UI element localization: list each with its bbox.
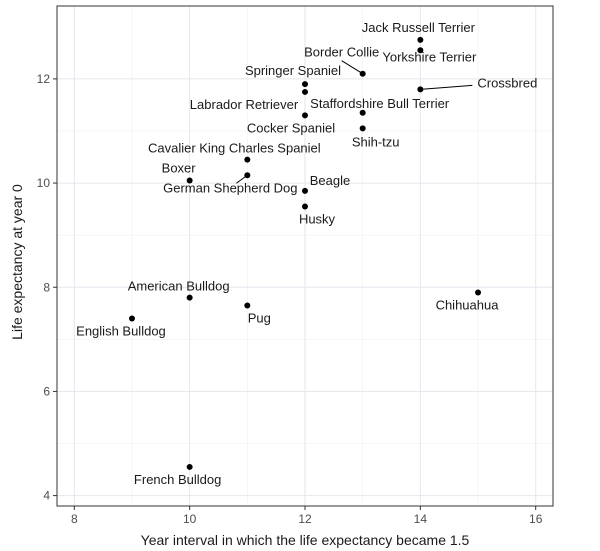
data-point bbox=[417, 47, 424, 54]
data-point bbox=[244, 156, 251, 163]
x-axis-title: Year interval in which the life expectan… bbox=[141, 532, 470, 548]
axis-ticks: 8 10 12 14 16 4 6 8 10 12 bbox=[37, 72, 543, 526]
x-tick-label: 8 bbox=[71, 512, 78, 526]
point-label: Chihuahua bbox=[436, 297, 500, 312]
data-point bbox=[475, 289, 482, 296]
data-point bbox=[417, 36, 424, 43]
data-point bbox=[302, 187, 308, 194]
x-tick-label: 10 bbox=[183, 512, 197, 526]
point-label: Labrador Retriever bbox=[190, 97, 299, 112]
data-point bbox=[186, 294, 193, 301]
point-label: English Bulldog bbox=[76, 324, 166, 339]
data-point bbox=[359, 125, 366, 132]
point-label: Crossbred bbox=[477, 75, 537, 90]
data-point bbox=[128, 315, 135, 322]
data-point bbox=[302, 81, 308, 88]
y-tick-label: 4 bbox=[43, 489, 50, 503]
point-label: Border Collie bbox=[304, 45, 379, 60]
point-label: German Shepherd Dog bbox=[163, 180, 297, 195]
point-label: Yorkshire Terrier bbox=[382, 49, 477, 64]
point-label: American Bulldog bbox=[128, 279, 230, 294]
label-leader-line bbox=[420, 84, 473, 90]
grid bbox=[57, 6, 553, 506]
point-label: Cocker Spaniel bbox=[247, 120, 335, 135]
data-point bbox=[359, 70, 366, 77]
point-labels: Jack Russell Terrier Yorkshire TerrierBor… bbox=[76, 20, 537, 487]
point-label: Springer Spaniel bbox=[245, 63, 341, 78]
y-tick-label: 6 bbox=[43, 384, 50, 398]
data-points bbox=[128, 36, 482, 470]
point-label: Shih-tzu bbox=[352, 134, 400, 149]
data-point bbox=[302, 112, 308, 119]
point-label: Boxer bbox=[162, 160, 197, 175]
point-label: Pug bbox=[248, 310, 271, 325]
y-axis-title: Life expectancy at year 0 bbox=[9, 184, 25, 340]
data-point bbox=[186, 463, 193, 470]
data-point bbox=[302, 203, 308, 210]
data-point bbox=[302, 88, 308, 95]
point-label: Staffordshire Bull Terrier bbox=[310, 96, 450, 111]
x-tick-label: 14 bbox=[414, 512, 428, 526]
point-label: Beagle bbox=[310, 173, 350, 188]
data-point bbox=[244, 172, 251, 179]
point-label: Cavalier King Charles Spaniel bbox=[148, 141, 321, 156]
y-tick-label: 10 bbox=[37, 176, 51, 190]
data-point bbox=[244, 302, 251, 309]
point-label: Jack Russell Terrier bbox=[362, 20, 476, 35]
y-tick-label: 12 bbox=[37, 72, 51, 86]
data-point bbox=[417, 86, 424, 93]
x-tick-label: 16 bbox=[529, 512, 543, 526]
data-point bbox=[359, 109, 366, 116]
label-leader-line bbox=[341, 60, 363, 75]
data-point bbox=[186, 177, 193, 184]
point-label: Husky bbox=[299, 212, 336, 227]
point-label: French Bulldog bbox=[134, 472, 221, 487]
x-tick-label: 12 bbox=[298, 512, 312, 526]
y-tick-label: 8 bbox=[43, 280, 50, 294]
